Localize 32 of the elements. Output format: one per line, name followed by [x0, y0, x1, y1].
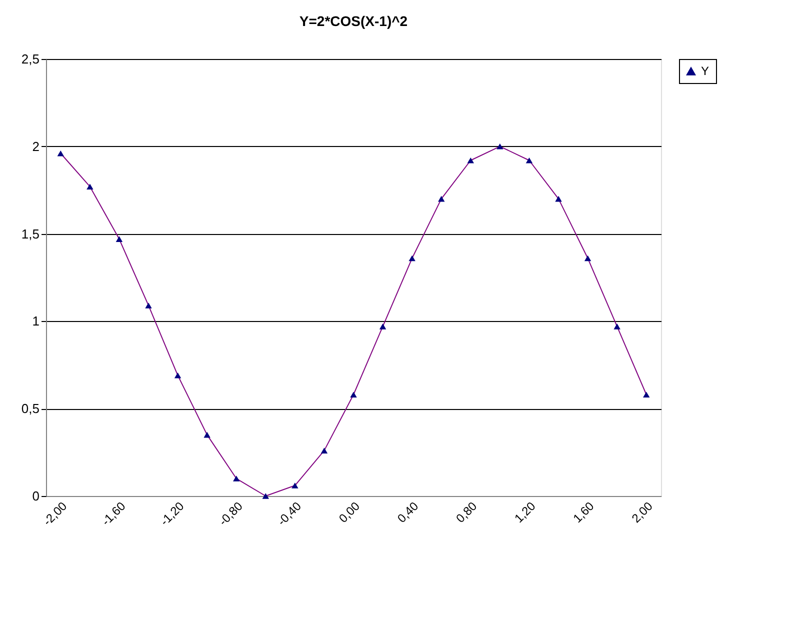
point: [408, 255, 416, 262]
point: [262, 493, 269, 499]
point: [584, 255, 592, 262]
x-tick-label: 0,00: [336, 498, 363, 526]
y-tick-label: 0: [32, 488, 40, 504]
point: [643, 392, 650, 398]
point: [379, 324, 386, 330]
point: [555, 196, 562, 202]
point: [86, 184, 94, 190]
y-tick-label: 2,5: [21, 52, 40, 66]
point: [174, 372, 182, 378]
y-tick-label: 1,5: [21, 226, 40, 242]
x-tick-label: 0,40: [394, 498, 422, 526]
point: [614, 324, 620, 330]
point: [233, 476, 240, 482]
point: [526, 157, 533, 164]
point: [57, 150, 64, 156]
point: [145, 302, 152, 308]
point: [292, 482, 298, 488]
point: [438, 196, 445, 202]
y-tick-label: 2: [32, 138, 40, 154]
legend-label: Y: [701, 64, 710, 78]
point: [350, 392, 357, 398]
point: [116, 236, 123, 242]
point: [320, 448, 328, 454]
point: [467, 157, 474, 164]
x-tick-label: 0,80: [453, 498, 480, 526]
y-tick-label: 1: [32, 314, 40, 329]
point: [204, 432, 210, 438]
point: [496, 143, 504, 150]
chart-title: Y=2*COS(X-1)^2: [299, 13, 408, 29]
y-tick-label: 0,5: [21, 401, 40, 416]
